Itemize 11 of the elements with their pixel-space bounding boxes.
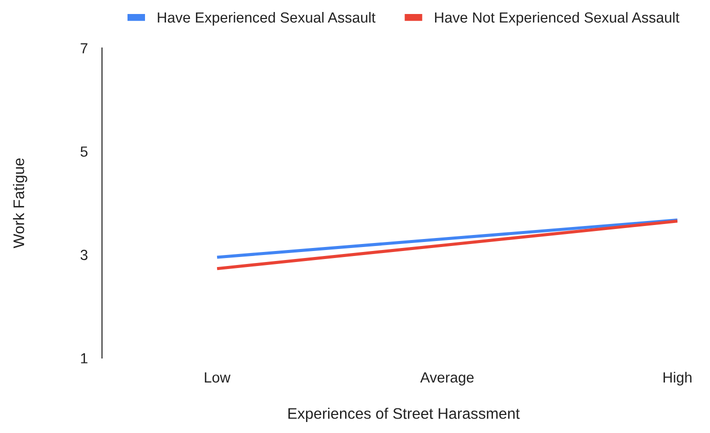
x-tick-label: Low [204,372,230,383]
y-tick-label: 5 [80,146,88,157]
x-tick-label: Average [420,372,474,386]
y-tick-label: 3 [80,250,88,260]
y-tick-label: 7 [80,43,88,54]
x-tick-label: High [664,372,692,386]
legend-label: Have Not Experienced Sexual Assault [435,12,680,26]
legend-label: Have Experienced Sexual Assault [158,12,376,26]
x-axis-title: Experiences of Street Harassment [288,408,520,422]
y-tick-label: 1 [81,353,88,364]
y-axis-title: Work Fatigue [12,158,28,248]
